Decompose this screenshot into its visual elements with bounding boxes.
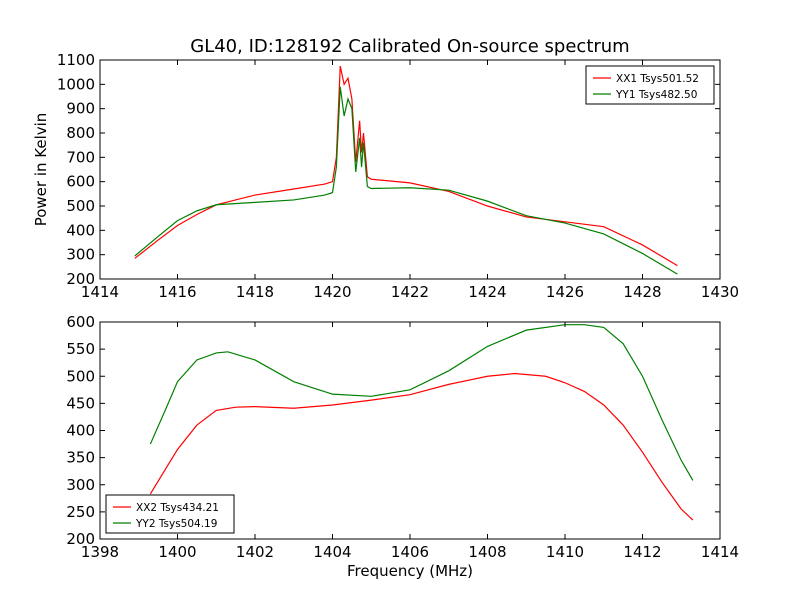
chart-title: GL40, ID:128192 Calibrated On-source spe… [190, 36, 629, 57]
x-tick-label-1-3: 1404 [313, 543, 351, 561]
x-tick-label-0-7: 1428 [623, 283, 661, 301]
x-tick-label-0-1: 1416 [158, 283, 196, 301]
y-tick-label-0-1: 300 [66, 246, 95, 264]
legend-label-0-0: XX1 Tsys501.52 [616, 73, 699, 85]
y-tick-label-1-4: 400 [66, 422, 95, 440]
x-tick-label-1-5: 1408 [468, 543, 506, 561]
y-axis-label-0: Power in Kelvin [32, 113, 50, 227]
y-tick-label-0-8: 1000 [57, 75, 95, 93]
y-tick-label-0-4: 600 [66, 173, 95, 191]
y-tick-label-1-8: 600 [66, 313, 95, 331]
x-tick-label-0-8: 1430 [701, 283, 739, 301]
x-tick-label-0-3: 1420 [313, 283, 351, 301]
legend-label-0-1: YY1 Tsys482.50 [615, 89, 697, 101]
y-tick-label-0-9: 1100 [57, 51, 95, 69]
x-tick-label-1-0: 1398 [81, 543, 119, 561]
x-tick-label-1-4: 1406 [391, 543, 429, 561]
y-tick-label-1-1: 250 [66, 503, 95, 521]
x-tick-label-1-6: 1410 [546, 543, 584, 561]
top-chart: 1414 1416 1418 1420 1422 1424 1426 1428 1430 200 3… [32, 51, 739, 301]
x-axis-label-1: Frequency (MHz) [347, 562, 473, 580]
y-tick-label-1-5: 450 [66, 394, 95, 412]
x-tick-label-0-2: 1418 [236, 283, 274, 301]
x-tick-label-0-4: 1422 [391, 283, 429, 301]
legend-0 [585, 65, 715, 105]
x-tick-label-1-8: 1414 [701, 543, 739, 561]
series-line-1-1 [149, 324, 694, 481]
y-tick-label-1-6: 500 [66, 367, 95, 385]
y-tick-label-0-5: 700 [66, 148, 95, 166]
y-tick-label-0-6: 800 [66, 124, 95, 142]
y-tick-label-0-7: 900 [66, 100, 95, 118]
series-line-1-0 [149, 372, 694, 521]
y-tick-label-1-0: 200 [66, 530, 95, 548]
y-tick-label-1-3: 350 [66, 449, 95, 467]
series-line-0-1 [134, 86, 678, 275]
x-tick-label-0-5: 1424 [468, 283, 506, 301]
y-tick-label-1-2: 300 [66, 476, 95, 494]
y-tick-label-0-3: 500 [66, 197, 95, 215]
legend-label-1-0: XX2 Tsys434.21 [136, 502, 219, 514]
x-tick-label-0-6: 1426 [546, 283, 584, 301]
x-tick-label-0-0: 1414 [81, 283, 119, 301]
legend-1 [105, 494, 235, 534]
y-tick-label-1-7: 550 [66, 340, 95, 358]
y-tick-label-0-0: 200 [66, 270, 95, 288]
y-tick-label-0-2: 400 [66, 221, 95, 239]
x-tick-label-1-7: 1412 [623, 543, 661, 561]
x-tick-label-1-1: 1400 [158, 543, 196, 561]
x-tick-label-1-2: 1402 [236, 543, 274, 561]
legend-label-1-1: YY2 Tsys504.19 [135, 518, 217, 530]
bottom-chart: 1398 1400 1402 1404 1406 1408 1410 1412 1414 200 2… [66, 313, 739, 580]
